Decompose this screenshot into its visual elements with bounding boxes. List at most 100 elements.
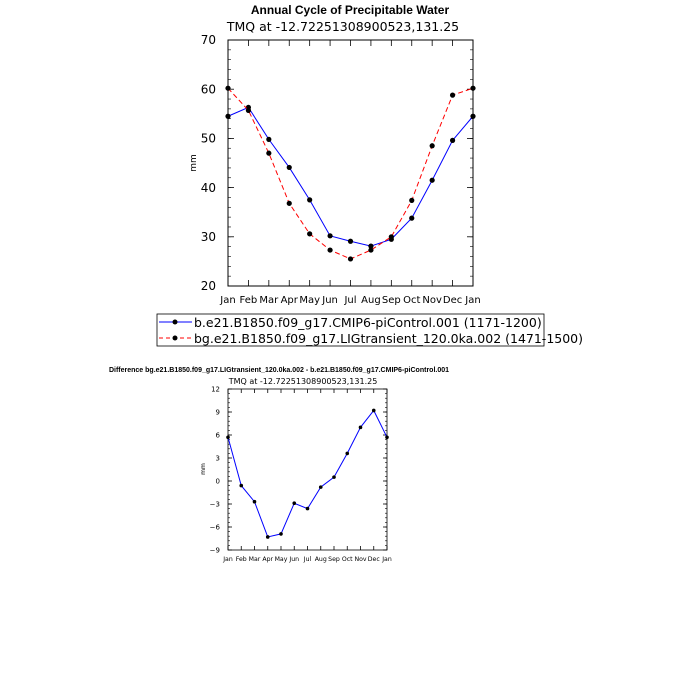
x-tick-label: Aug — [361, 295, 381, 306]
y-tick-label: 60 — [201, 82, 216, 96]
series-1-point — [226, 435, 230, 440]
series-1-point — [368, 243, 374, 249]
y-tick-label: 3 — [216, 454, 220, 462]
series-1-point — [449, 137, 456, 143]
x-tick-label: Mar — [249, 556, 261, 563]
x-tick-label: May — [275, 556, 288, 563]
series-1-point — [332, 475, 336, 479]
annual-cycle-chart: Annual Cycle of Precipitable Water TMQ a… — [156, 3, 583, 347]
axis-tick-labels: 20 30 40 50 60 70 Jan Feb Mar Apr May Jun Jul Aug Sep O… — [201, 33, 481, 306]
series-1-point — [292, 501, 297, 506]
series-2-point — [449, 92, 456, 98]
series-2-point — [286, 200, 292, 206]
series-2-point — [245, 107, 252, 113]
x-tick-label: Nov — [422, 295, 442, 306]
legend-box — [156, 313, 545, 347]
series-line-1 — [227, 409, 388, 538]
x-tick-label: May — [299, 295, 320, 306]
series-1-point — [225, 113, 231, 119]
series-2-point — [368, 247, 374, 253]
series-2-point — [225, 85, 231, 91]
y-tick-label: 70 — [201, 33, 216, 47]
series-2-point — [347, 256, 354, 262]
y-tick-label: −6 — [210, 523, 221, 531]
x-tick-label: Oct — [403, 295, 420, 306]
series-1-point — [345, 451, 350, 456]
series-1-point — [307, 197, 313, 203]
series-1-point — [239, 483, 244, 488]
y-tick-label: 20 — [201, 279, 216, 293]
x-tick-label: Sep — [382, 295, 401, 306]
series-1-point — [252, 499, 257, 504]
y-tick-label: 50 — [201, 132, 216, 146]
series-2-point — [388, 234, 394, 240]
x-tick-label: Jun — [321, 295, 338, 306]
x-tick-label: Jul — [343, 295, 356, 306]
legend-marker-series-1 — [172, 319, 178, 325]
x-tick-label: Dec — [368, 556, 381, 563]
series-1-point — [358, 425, 363, 430]
y-tick-label: −3 — [210, 500, 220, 508]
x-tick-label: Oct — [342, 556, 353, 563]
series-1-point — [266, 136, 272, 142]
x-tick-label: Feb — [236, 556, 247, 563]
series-1-point — [327, 233, 333, 239]
series-1-point — [305, 506, 310, 511]
legend: b.e21.B1850.f09_g17.CMIP6-piControl.001 … — [156, 313, 583, 347]
series-2-point — [429, 143, 435, 149]
difference-axis-ticks — [227, 388, 388, 551]
axis-ticks — [227, 39, 474, 287]
series-line-2 — [227, 87, 474, 260]
series-group — [225, 85, 476, 262]
series-1-point — [385, 435, 389, 440]
series-1-point — [318, 485, 323, 489]
series-1-point — [409, 215, 415, 221]
series-1-point — [347, 238, 354, 244]
chart-title: Annual Cycle of Precipitable Water — [251, 3, 450, 17]
y-axis-label: mm — [189, 154, 199, 172]
y-tick-label: 12 — [211, 385, 220, 393]
y-tick-label: 6 — [216, 431, 221, 439]
x-tick-label: Jun — [288, 556, 299, 563]
difference-plot-frame — [227, 388, 388, 551]
series-1-point — [371, 408, 376, 413]
legend-marker-series-2 — [172, 335, 178, 341]
series-2-point — [266, 150, 272, 156]
x-tick-label: Jan — [219, 295, 235, 306]
difference-chart-subtitle: TMQ at -12.72251308900523,131.25 — [228, 377, 378, 386]
series-1-point — [286, 164, 292, 171]
series-2-point — [409, 197, 415, 203]
x-tick-label: Jul — [303, 556, 312, 563]
x-tick-label: Apr — [281, 295, 299, 306]
x-tick-label: Jan — [381, 556, 392, 563]
series-1-point — [265, 535, 270, 539]
x-tick-label: Apr — [262, 556, 273, 563]
series-2-point — [327, 247, 333, 253]
x-tick-label: Aug — [315, 556, 327, 563]
series-1-point — [470, 113, 476, 119]
plot-frame — [227, 39, 474, 287]
difference-series-group — [226, 408, 389, 539]
x-tick-label: Feb — [240, 295, 258, 306]
series-2-point — [307, 231, 313, 237]
difference-chart: Difference bg.e21.B1850.f09_g17.LIGtrans… — [109, 367, 449, 563]
x-tick-label: Dec — [443, 295, 462, 306]
difference-chart-title: Difference bg.e21.B1850.f09_g17.LIGtrans… — [109, 367, 449, 374]
series-1-point — [429, 177, 435, 183]
y-tick-label: 0 — [216, 477, 220, 485]
legend-label-series-2: bg.e21.B1850.f09_g17.LIGtransient_120.0k… — [194, 331, 583, 346]
chart-subtitle: TMQ at -12.72251308900523,131.25 — [226, 19, 459, 34]
difference-y-axis-label: mm — [200, 463, 207, 475]
y-tick-label: 9 — [216, 408, 220, 416]
x-tick-label: Mar — [259, 295, 279, 306]
legend-label-series-1: b.e21.B1850.f09_g17.CMIP6-piControl.001 … — [194, 315, 542, 330]
x-tick-label: Jan — [464, 295, 480, 306]
x-tick-label: Jan — [222, 556, 233, 563]
y-tick-label: 40 — [201, 181, 216, 195]
series-1-point — [279, 532, 283, 536]
y-tick-label: −9 — [210, 546, 220, 554]
x-tick-label: Sep — [328, 556, 340, 563]
y-tick-label: 30 — [201, 230, 216, 244]
